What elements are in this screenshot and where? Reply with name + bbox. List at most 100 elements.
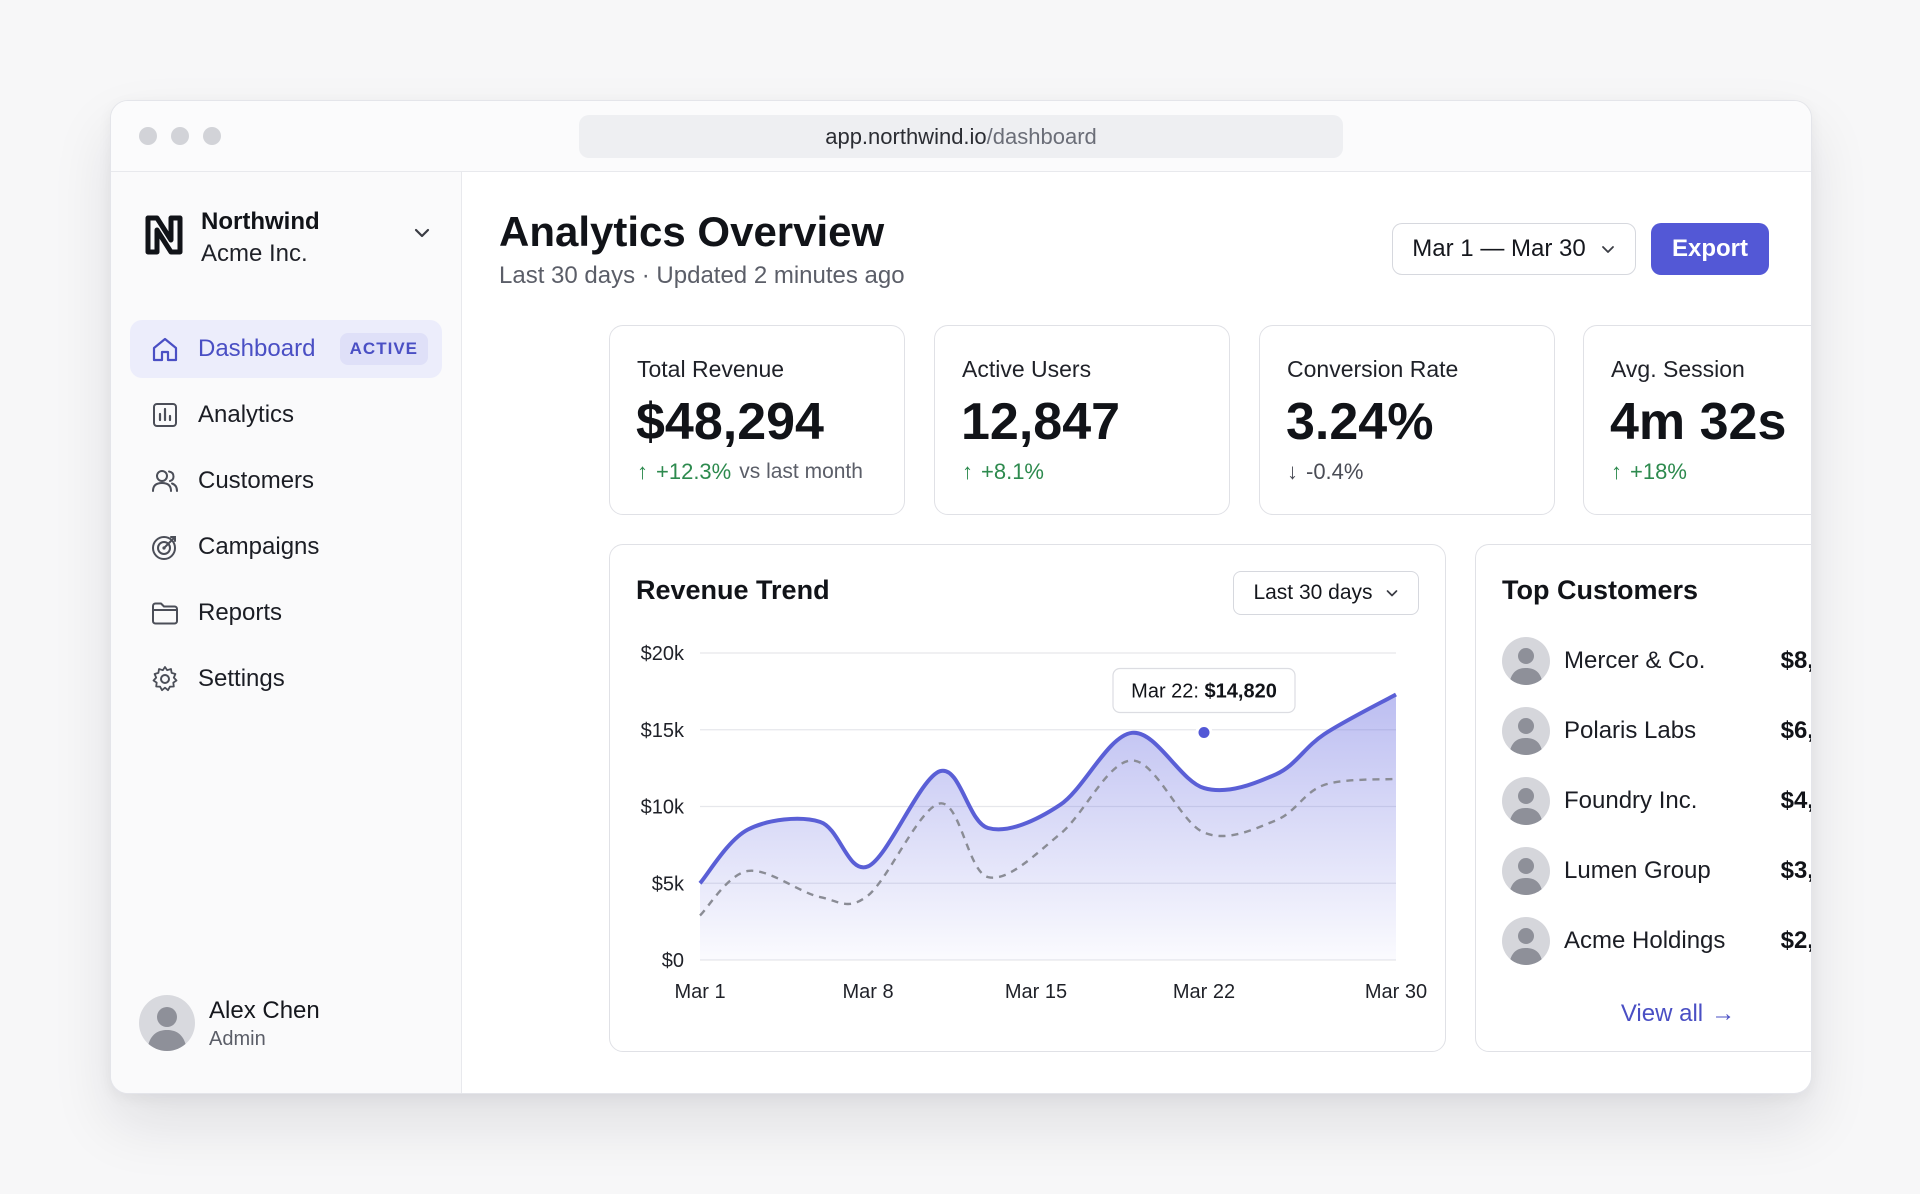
chevron-down-icon — [1386, 590, 1397, 597]
tooltip-box — [1112, 667, 1296, 714]
arrow-up-icon: ↑ — [637, 459, 648, 484]
card-title: Top Customers — [1502, 575, 1699, 605]
export-button[interactable]: Export — [1651, 223, 1769, 275]
tooltip-value: $14,820 — [1205, 681, 1277, 703]
y-tick-label: $5k — [652, 873, 685, 895]
browser-window: app.northwind.io/dashboard Northwind Acm… — [110, 100, 1812, 1094]
sidebar-item-reports[interactable]: Reports — [130, 584, 442, 642]
kpi-label: Total Revenue — [637, 356, 785, 382]
kpi-value: 12,847 — [961, 393, 1121, 451]
sidebar-item-label: Customers — [198, 467, 315, 494]
kpi-card-total-revenue: Total Revenue $48,294 ↑ +12.3% vs last m… — [609, 325, 905, 515]
user-role: Admin — [209, 1028, 266, 1050]
kpi-label: Avg. Session — [1611, 356, 1745, 382]
arrow-down-icon: ↓ — [1287, 459, 1298, 484]
kpi-card-avg-session: Avg. Session 4m 32s ↑ +18% — [1583, 325, 1811, 515]
view-all-label: View all — [1620, 1000, 1704, 1027]
customer-amount: $3,150 — [1780, 857, 1812, 884]
kpi-delta-note: vs last month — [739, 460, 863, 483]
kpi-delta-value: +12.3% — [656, 459, 732, 484]
avatar — [1502, 847, 1550, 895]
sidebar-item-campaigns[interactable]: Campaigns — [130, 518, 442, 576]
brand-name: Northwind — [201, 208, 320, 235]
page-subtitle: Last 30 days · Updated 2 minutes ago — [499, 262, 905, 289]
bar-chart-icon — [150, 400, 180, 430]
customer-amount: $2,840 — [1780, 927, 1812, 954]
browser-titlebar: app.northwind.io/dashboard — [111, 101, 1811, 172]
window-close-dot[interactable] — [139, 127, 157, 145]
x-tick-label: Mar 8 — [842, 981, 893, 1003]
avatar — [1502, 707, 1550, 755]
customer-row[interactable]: Polaris Labs $6,180 — [1502, 707, 1812, 757]
user-name: Alex Chen — [209, 997, 320, 1024]
customer-amount: $8,420 — [1780, 647, 1812, 674]
kpi-delta: ↑ +18% — [1611, 459, 1687, 485]
customer-amount: $4,290 — [1780, 787, 1812, 814]
top-customers-card: Top Customers Mercer & Co. $8,420 Polari… — [1475, 544, 1812, 1052]
y-tick-label: $15k — [641, 720, 685, 742]
kpi-value: $48,294 — [636, 393, 824, 451]
arrow-up-icon: ↑ — [962, 459, 973, 484]
customer-name: Polaris Labs — [1564, 717, 1697, 744]
customer-name: Lumen Group — [1564, 857, 1711, 884]
x-tick-label: Mar 15 — [1005, 981, 1067, 1003]
revenue-line — [698, 692, 1397, 885]
view-all-link[interactable]: View all → — [1476, 1000, 1811, 1028]
sidebar-item-analytics[interactable]: Analytics — [130, 386, 442, 444]
target-icon — [150, 532, 180, 562]
user-profile[interactable]: Alex Chen Admin — [139, 995, 429, 1055]
y-tick-label: $0 — [662, 950, 684, 972]
address-bar[interactable]: app.northwind.io/dashboard — [579, 115, 1343, 158]
range-dropdown[interactable]: Last 30 days — [1233, 571, 1419, 615]
sidebar-item-customers[interactable]: Customers — [130, 452, 442, 510]
sidebar-item-settings[interactable]: Settings — [130, 650, 442, 708]
folder-icon — [150, 598, 180, 628]
page-title: Analytics Overview — [499, 208, 885, 255]
kpi-delta: ↑ +8.1% — [962, 459, 1044, 485]
customer-row[interactable]: Acme Holdings $2,840 — [1502, 917, 1812, 967]
arrow-up-icon: ↑ — [1611, 459, 1622, 484]
x-tick-label: Mar 30 — [1365, 981, 1427, 1003]
gear-icon — [150, 664, 180, 694]
sidebar-item-label: Campaigns — [198, 533, 320, 560]
workspace-switcher[interactable]: Northwind Acme Inc. — [143, 204, 433, 270]
kpi-delta: ↑ +12.3% vs last month — [637, 459, 863, 485]
date-range-picker[interactable]: Mar 1 — Mar 30 — [1392, 223, 1636, 275]
customer-row[interactable]: Foundry Inc. $4,290 — [1502, 777, 1812, 827]
kpi-delta: ↓ -0.4% — [1287, 459, 1363, 485]
y-tick-label: $10k — [641, 797, 685, 819]
sidebar-item-label: Analytics — [198, 401, 295, 428]
kpi-label: Active Users — [962, 356, 1092, 382]
sidebar-nav: Dashboard ACTIVE Analytics Customers Ca — [130, 320, 442, 716]
x-tick-label: Mar 1 — [674, 981, 725, 1003]
kpi-value: 3.24% — [1286, 393, 1434, 451]
customer-row[interactable]: Lumen Group $3,150 — [1502, 847, 1812, 897]
y-tick-label: $20k — [641, 643, 685, 665]
revenue-chart[interactable]: $0 $5k $10k $15k $20k Mar 1 Mar 8 Mar 15 Mar 22… — [610, 625, 1445, 1045]
tooltip-date: Mar 22: — [1131, 681, 1204, 703]
revenue-area — [700, 694, 1396, 960]
customer-row[interactable]: Mercer & Co. $8,420 — [1502, 637, 1812, 687]
kpi-delta-value: +18% — [1630, 459, 1687, 484]
customer-name: Acme Holdings — [1564, 927, 1726, 954]
url-host: app.northwind.io — [825, 123, 987, 149]
url-path: /dashboard — [986, 123, 1097, 149]
revenue-trend-card: Revenue Trend Last 30 days $0 $5k $10k $15k… — [609, 544, 1446, 1052]
window-minimize-dot[interactable] — [171, 127, 189, 145]
x-tick-label: Mar 22 — [1173, 981, 1235, 1003]
chevron-down-icon — [1601, 246, 1614, 253]
customer-name: Foundry Inc. — [1564, 787, 1698, 814]
sidebar-item-label: Dashboard — [198, 335, 316, 362]
users-icon — [150, 466, 180, 496]
kpi-delta-value: +8.1% — [981, 459, 1044, 484]
window-zoom-dot[interactable] — [203, 127, 221, 145]
kpi-value: 4m 32s — [1610, 393, 1787, 451]
kpi-label: Conversion Rate — [1287, 356, 1459, 382]
arrow-right-icon: → — [1711, 1000, 1736, 1027]
customer-amount: $6,180 — [1780, 717, 1812, 744]
highlight-point — [1195, 724, 1213, 742]
kpi-delta-value: -0.4% — [1306, 459, 1364, 484]
sidebar-item-dashboard[interactable]: Dashboard ACTIVE — [130, 320, 442, 378]
customer-name: Mercer & Co. — [1564, 647, 1706, 674]
range-dropdown-label: Last 30 days — [1253, 581, 1373, 604]
